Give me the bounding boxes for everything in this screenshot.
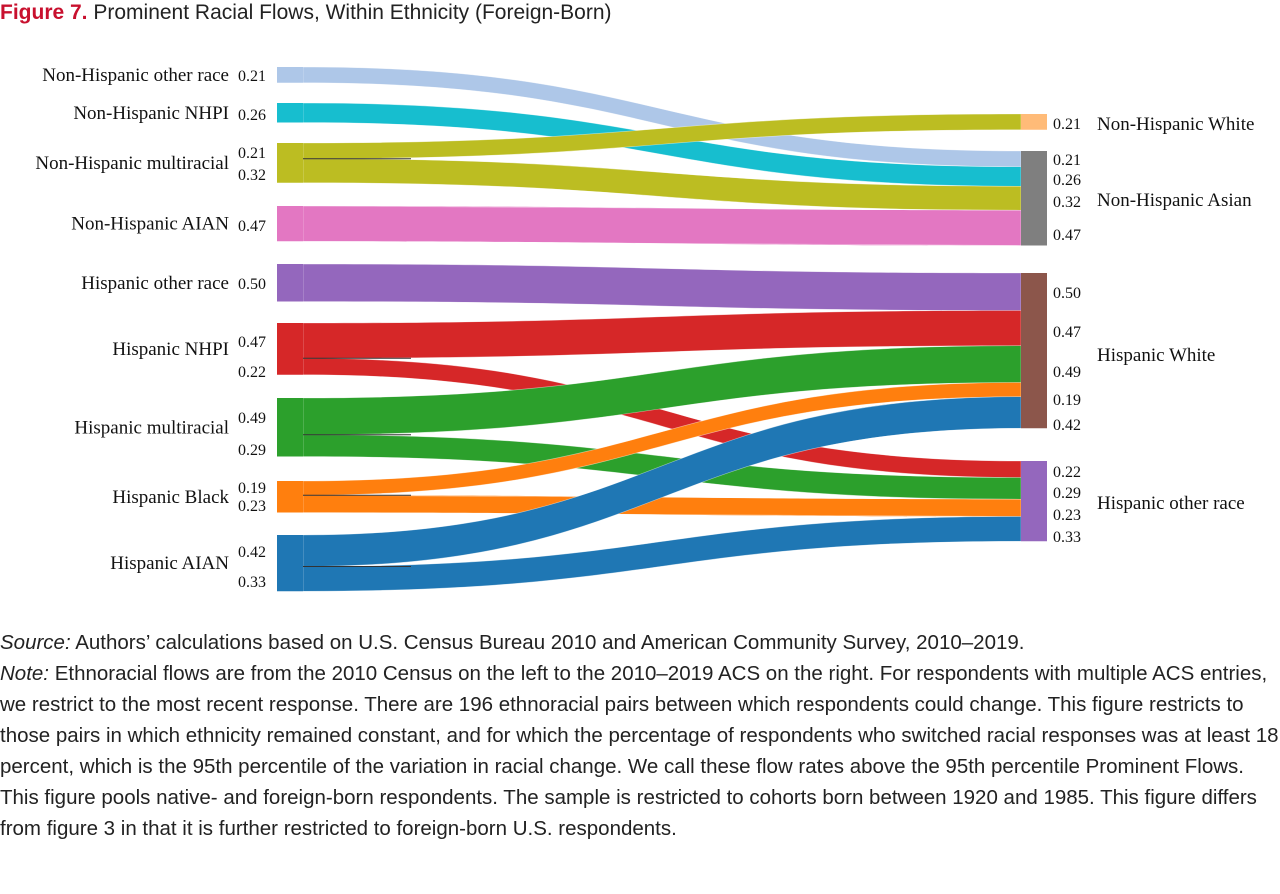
left-node-hispanic-nhpi	[277, 323, 303, 375]
left-node-label-non-hispanic-nhpi: Non-Hispanic NHPI	[73, 103, 229, 124]
left-node-label-non-hispanic-aian: Non-Hispanic AIAN	[71, 214, 229, 235]
left-node-non-hispanic-nhpi	[277, 103, 303, 123]
flow-value-right-hispanic-nhpi-hispanic-white: 0.47	[1053, 324, 1081, 341]
flow-value-right-non-hispanic-aian-non-hispanic-asian: 0.47	[1053, 227, 1081, 244]
figure-title: Figure 7. Prominent Racial Flows, Within…	[0, 0, 612, 26]
figure-label: Figure 7.	[0, 1, 88, 24]
left-node-label-hispanic-nhpi: Hispanic NHPI	[112, 339, 229, 360]
left-node-non-hispanic-other-race	[277, 67, 303, 83]
flow-value-left-non-hispanic-aian-non-hispanic-asian: 0.47	[238, 218, 266, 235]
right-node-hispanic-other-race	[1021, 461, 1047, 542]
left-node-label-hispanic-black: Hispanic Black	[112, 487, 229, 508]
flow-value-left-hispanic-aian-hispanic-other-race: 0.33	[238, 574, 266, 591]
flow-value-left-hispanic-other-race-hispanic-white: 0.50	[238, 276, 266, 293]
left-node-label-hispanic-multiracial: Hispanic multiracial	[74, 417, 229, 438]
flow-value-left-hispanic-black-hispanic-other-race: 0.23	[238, 498, 266, 515]
flow-value-left-non-hispanic-multiracial-non-hispanic-white: 0.21	[238, 145, 266, 162]
left-node-label-hispanic-other-race: Hispanic other race	[81, 273, 229, 294]
left-node-label-non-hispanic-other-race: Non-Hispanic other race	[42, 65, 229, 86]
flow-value-right-hispanic-black-hispanic-other-race: 0.23	[1053, 507, 1081, 524]
flow-value-right-hispanic-other-race-hispanic-white: 0.50	[1053, 285, 1081, 302]
flow-value-left-hispanic-multiracial-hispanic-other-race: 0.29	[238, 442, 266, 459]
flow-value-right-hispanic-nhpi-hispanic-other-race: 0.22	[1053, 464, 1081, 481]
right-node-non-hispanic-white	[1021, 114, 1047, 130]
flow-value-left-hispanic-black-hispanic-white: 0.19	[238, 480, 266, 497]
flow-value-left-non-hispanic-multiracial-non-hispanic-asian: 0.32	[238, 167, 266, 184]
flow-value-right-hispanic-multiracial-hispanic-white: 0.49	[1053, 364, 1081, 381]
method-note: Note: Ethnoracial flows are from the 201…	[0, 658, 1280, 844]
right-node-hispanic-white	[1021, 273, 1047, 429]
left-node-hispanic-aian	[277, 535, 303, 592]
right-node-label-hispanic-white: Hispanic White	[1097, 345, 1215, 366]
left-node-label-hispanic-aian: Hispanic AIAN	[110, 553, 229, 574]
flow-links	[302, 66, 1022, 592]
source-text: Authors’ calculations based on U.S. Cens…	[70, 631, 1025, 654]
left-node-non-hispanic-multiracial	[277, 143, 303, 183]
flow-value-left-non-hispanic-other-race-non-hispanic-asian: 0.21	[238, 68, 266, 85]
flow-value-right-hispanic-aian-hispanic-white: 0.42	[1053, 417, 1081, 434]
nodes	[277, 67, 1047, 592]
flow-value-left-non-hispanic-nhpi-non-hispanic-asian: 0.26	[238, 107, 266, 124]
labels: Non-Hispanic other race Non-Hispanic NHPI…	[35, 65, 1254, 591]
flow-value-left-hispanic-nhpi-hispanic-white: 0.47	[238, 334, 266, 351]
left-node-hispanic-multiracial	[277, 398, 303, 457]
left-node-non-hispanic-aian	[277, 206, 303, 242]
sankey-diagram: Non-Hispanic other race Non-Hispanic NHPI…	[35, 65, 1254, 592]
left-node-label-non-hispanic-multiracial: Non-Hispanic multiracial	[35, 153, 229, 174]
flow-value-left-hispanic-aian-hispanic-white: 0.42	[238, 544, 266, 561]
right-node-label-non-hispanic-asian: Non-Hispanic Asian	[1097, 190, 1252, 211]
right-node-label-non-hispanic-white: Non-Hispanic White	[1097, 114, 1254, 135]
flow-value-right-hispanic-aian-hispanic-other-race: 0.33	[1053, 529, 1081, 546]
flow-value-right-non-hispanic-nhpi-non-hispanic-asian: 0.26	[1053, 172, 1081, 189]
right-node-label-hispanic-other-race: Hispanic other race	[1097, 493, 1245, 514]
flow-non-hispanic-aian-to-non-hispanic-asian	[302, 205, 1022, 246]
flow-value-right-hispanic-black-hispanic-white: 0.19	[1053, 392, 1081, 409]
source-note: Source: Authors’ calculations based on U…	[0, 627, 1280, 658]
flow-hispanic-black-to-hispanic-other-race	[302, 494, 1022, 517]
flow-value-left-hispanic-multiracial-hispanic-white: 0.49	[238, 410, 266, 427]
figure-notes: Source: Authors’ calculations based on U…	[0, 627, 1280, 844]
flow-hispanic-other-race-to-hispanic-white	[302, 263, 1022, 311]
figure-title-text: Prominent Racial Flows, Within Ethnicity…	[87, 1, 612, 24]
flow-value-right-non-hispanic-other-race-non-hispanic-asian: 0.21	[1053, 152, 1081, 169]
flow-value-right-non-hispanic-multiracial-non-hispanic-asian: 0.32	[1053, 194, 1081, 211]
left-node-hispanic-other-race	[277, 264, 303, 302]
flow-value-left-hispanic-nhpi-hispanic-other-race: 0.22	[238, 364, 266, 381]
flow-value-right-hispanic-multiracial-hispanic-other-race: 0.29	[1053, 485, 1081, 502]
flow-value-right-non-hispanic-multiracial-non-hispanic-white: 0.21	[1053, 116, 1081, 133]
note-text: Ethnoracial flows are from the 2010 Cens…	[0, 662, 1279, 840]
source-label: Source:	[0, 631, 71, 654]
note-label: Note:	[0, 662, 49, 685]
right-node-non-hispanic-asian	[1021, 151, 1047, 246]
left-node-hispanic-black	[277, 481, 303, 513]
